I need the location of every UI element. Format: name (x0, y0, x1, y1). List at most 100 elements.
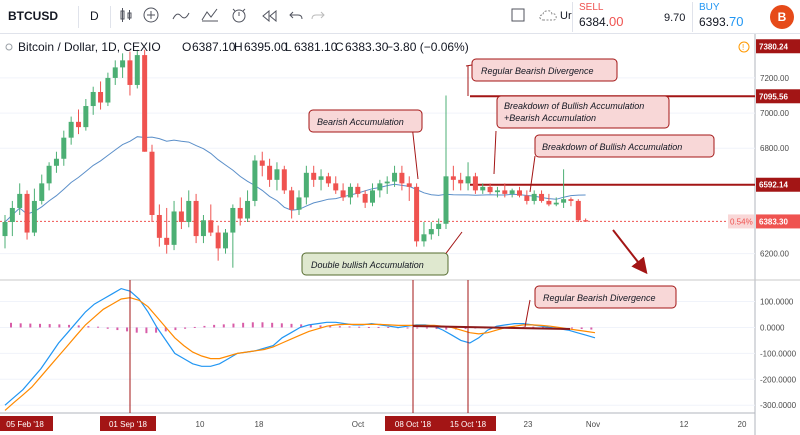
price-axis: 7200.00 7000.00 6800.00 6200.00 7380.24 7095.… (728, 39, 800, 410)
macd-histogram-bar (300, 324, 303, 328)
candle-body (311, 172, 317, 180)
macd-histogram-bar (68, 324, 71, 328)
interval-selector[interactable]: D (90, 9, 99, 23)
candle-body (509, 190, 515, 194)
candle-body (303, 172, 309, 198)
macd-histogram-bar (251, 322, 254, 328)
candles-icon[interactable] (116, 7, 136, 27)
candle-body (83, 106, 89, 128)
annotation-breakdown-bullish: Breakdown of Bullish Accumulation (542, 142, 682, 152)
candle-body (458, 179, 464, 184)
time-tick-label: Nov (586, 420, 600, 429)
candle-body (156, 214, 162, 238)
candle-body (245, 200, 251, 219)
alert-icon[interactable] (229, 7, 249, 27)
add-indicator-icon[interactable] (141, 7, 161, 27)
candle-body (414, 186, 420, 242)
symbol-search[interactable]: BTCUSD (8, 9, 58, 23)
buy-label: BUY (699, 2, 720, 13)
legend-high: 6395.00 (244, 40, 288, 54)
redo-icon[interactable] (308, 7, 328, 27)
sell-button[interactable]: SELL 6384.00 (572, 2, 669, 32)
candle-body (333, 183, 339, 191)
price-tick-label: 6200.00 (760, 250, 789, 259)
plot-background (0, 34, 755, 435)
macd-histogram-bar (570, 327, 573, 329)
legend-h-label: H (234, 40, 243, 54)
candle-body (384, 181, 390, 184)
avatar[interactable]: B (770, 5, 794, 29)
cloud-icon[interactable] (538, 7, 558, 27)
candle-body (112, 67, 118, 78)
macd-histogram-bar (590, 327, 593, 330)
info-icon[interactable] (738, 41, 750, 53)
ma-line (4, 136, 586, 223)
toolbar-divider (78, 6, 79, 28)
macd-histogram-bar (164, 327, 167, 332)
chart-area[interactable]: Bitcoin / Dollar, 1D, CEXIO O 6387.10 H … (0, 34, 800, 435)
annotation-box[interactable] (496, 95, 670, 129)
replay-icon[interactable] (259, 7, 279, 27)
candle-body (223, 232, 228, 249)
buy-button[interactable]: BUY 6393.70 (692, 2, 769, 32)
indicators-icon[interactable] (200, 7, 220, 27)
candle-body (399, 172, 405, 184)
candle-body (450, 176, 456, 180)
macd-histogram-bar (232, 323, 235, 328)
macd-histogram-bar (10, 322, 12, 328)
pct-tag-label: 0.54% (730, 217, 753, 226)
macd-histogram-bar (193, 326, 196, 328)
candle-body (46, 165, 52, 184)
annotation-box[interactable] (534, 285, 677, 309)
undo-icon[interactable] (286, 7, 306, 27)
candle-body (149, 151, 155, 215)
candle-body (17, 193, 23, 208)
candle-body (2, 222, 8, 237)
macd-tick-label: 0.0000 (760, 323, 785, 332)
time-tick-label: 12 (680, 420, 689, 429)
macd-histogram-bar (97, 326, 100, 328)
macd-histogram-bar (116, 327, 119, 331)
candle-body (347, 186, 353, 198)
macd-histogram-bar (532, 326, 535, 328)
macd-histogram-bar (309, 324, 312, 328)
time-tag (385, 416, 441, 431)
time-tag (440, 416, 496, 431)
legend-toggle-icon[interactable] (5, 43, 13, 51)
macd-histogram-bar (271, 322, 274, 328)
callout-pointer (524, 299, 531, 328)
annotation-breakdown-plus-bearish: Breakdown of Bullish Accumulation +Beari… (504, 96, 649, 123)
annotation-box[interactable] (471, 58, 618, 82)
legend-c-label: C (335, 40, 344, 54)
price-tag-label: 6383.30 (759, 217, 788, 226)
projection-arrow (612, 229, 648, 275)
candle-body (546, 200, 552, 205)
annotation-box[interactable] (308, 109, 423, 133)
macd-histogram-bar (39, 323, 42, 328)
macd-histogram-bar (290, 323, 293, 328)
event-vertical-lines (129, 280, 571, 413)
price-tag-label: 7380.24 (759, 42, 788, 51)
candle-body (164, 237, 170, 245)
candle-body (237, 207, 243, 219)
candle-body (39, 183, 45, 201)
candle-body (524, 195, 530, 201)
compare-icon[interactable] (171, 7, 191, 27)
legend-l-label: L (285, 40, 292, 54)
macd-histogram-bar (406, 327, 409, 329)
macd-histogram-bar (135, 327, 138, 333)
candle-body (472, 176, 478, 191)
candle-body (53, 158, 59, 166)
annotation-box[interactable] (301, 252, 449, 276)
layout-icon[interactable] (508, 7, 528, 27)
toolbar-divider (110, 6, 111, 28)
candle-body (193, 200, 199, 237)
annotation-box[interactable] (534, 134, 715, 158)
signal-line (4, 297, 596, 411)
candle-body (208, 220, 214, 233)
candle-body (340, 190, 346, 198)
candle-body (61, 137, 67, 159)
macd-histogram-bar (19, 323, 22, 328)
price-tag (756, 177, 800, 192)
candle-body (259, 160, 265, 166)
